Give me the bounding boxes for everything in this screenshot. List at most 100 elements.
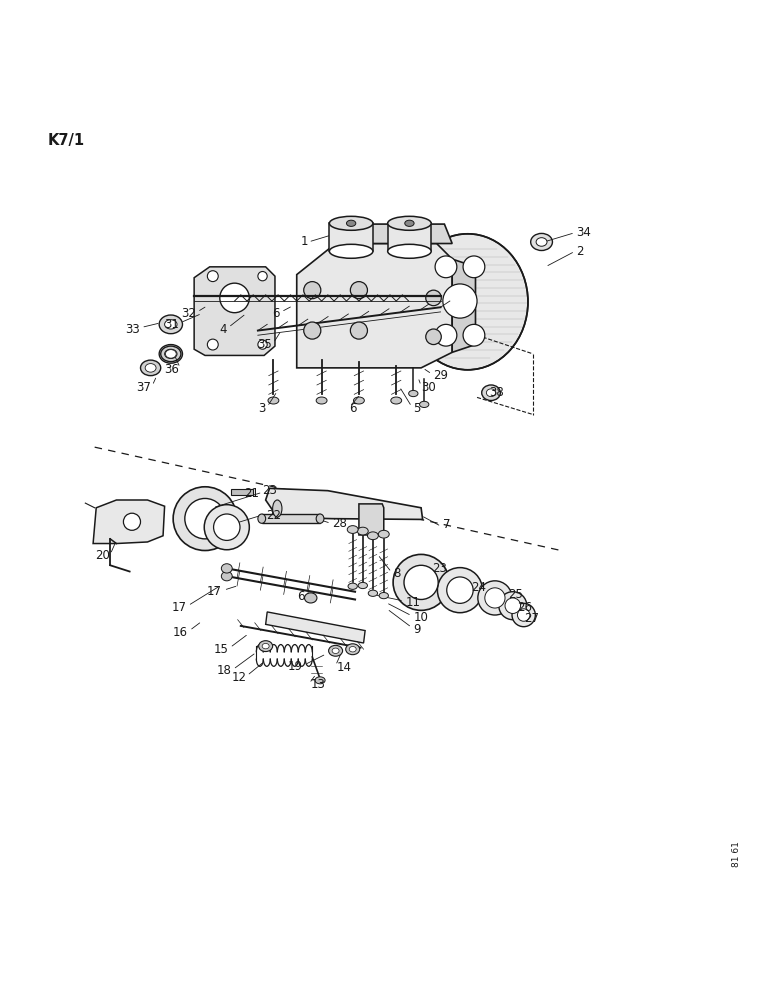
Text: 29: 29 (433, 369, 448, 382)
Ellipse shape (478, 581, 512, 615)
Text: 9: 9 (413, 623, 421, 636)
Ellipse shape (303, 282, 321, 299)
Ellipse shape (123, 513, 140, 530)
Ellipse shape (315, 677, 325, 684)
Ellipse shape (304, 593, 317, 603)
Ellipse shape (517, 609, 530, 621)
Ellipse shape (204, 505, 250, 550)
Ellipse shape (222, 564, 232, 573)
Bar (329, 223, 373, 251)
Ellipse shape (405, 220, 414, 226)
Polygon shape (452, 259, 476, 352)
Ellipse shape (358, 582, 367, 589)
Ellipse shape (207, 339, 218, 350)
Ellipse shape (165, 350, 176, 358)
Text: 24: 24 (471, 581, 486, 594)
Ellipse shape (214, 514, 240, 540)
Text: 21: 21 (244, 487, 259, 500)
Ellipse shape (329, 244, 373, 258)
Text: 15: 15 (214, 643, 229, 656)
Ellipse shape (435, 256, 457, 278)
Ellipse shape (316, 514, 324, 523)
Text: 1: 1 (301, 235, 308, 248)
Bar (232, 489, 254, 495)
Polygon shape (93, 500, 165, 544)
Polygon shape (266, 488, 423, 519)
Ellipse shape (173, 487, 237, 551)
Text: 22: 22 (266, 509, 281, 522)
Text: K7/1: K7/1 (48, 133, 85, 148)
Bar (388, 223, 431, 251)
Ellipse shape (426, 290, 441, 306)
Ellipse shape (407, 234, 528, 370)
Text: 6: 6 (297, 590, 304, 603)
Polygon shape (194, 267, 275, 355)
Text: 19: 19 (288, 660, 303, 673)
Ellipse shape (332, 648, 339, 654)
Ellipse shape (482, 385, 500, 401)
Ellipse shape (463, 256, 485, 278)
Text: 35: 35 (257, 338, 272, 351)
Ellipse shape (388, 244, 431, 258)
Ellipse shape (207, 271, 218, 282)
Ellipse shape (391, 397, 402, 404)
Ellipse shape (420, 401, 429, 408)
Ellipse shape (303, 322, 321, 339)
Text: 36: 36 (164, 363, 179, 376)
Ellipse shape (530, 233, 552, 251)
Text: 17: 17 (172, 601, 186, 614)
Ellipse shape (379, 592, 388, 599)
Ellipse shape (485, 588, 505, 608)
Ellipse shape (145, 364, 156, 372)
Ellipse shape (409, 390, 418, 397)
Ellipse shape (349, 647, 356, 652)
Text: 7: 7 (443, 518, 450, 531)
Text: 10: 10 (413, 611, 428, 624)
Ellipse shape (350, 322, 367, 339)
Text: 11: 11 (406, 596, 420, 609)
Ellipse shape (404, 565, 438, 599)
Text: 6: 6 (349, 402, 357, 415)
Ellipse shape (435, 324, 457, 346)
Ellipse shape (438, 568, 483, 613)
Ellipse shape (258, 271, 268, 281)
Text: 37: 37 (136, 381, 151, 394)
Text: 13: 13 (310, 678, 325, 691)
Ellipse shape (353, 397, 364, 404)
Text: 4: 4 (219, 323, 227, 336)
Ellipse shape (262, 643, 269, 649)
Text: 34: 34 (576, 226, 591, 239)
Ellipse shape (463, 324, 485, 346)
Text: 32: 32 (181, 307, 196, 320)
Text: 8: 8 (393, 567, 400, 580)
Text: 18: 18 (217, 664, 232, 677)
Text: 3: 3 (258, 402, 266, 415)
Text: 6: 6 (272, 307, 280, 320)
Ellipse shape (443, 284, 477, 318)
Text: 31: 31 (164, 318, 179, 331)
Text: 17: 17 (207, 585, 222, 598)
Text: 25: 25 (508, 588, 523, 601)
Ellipse shape (347, 526, 358, 533)
Text: 23: 23 (432, 562, 447, 575)
Ellipse shape (393, 554, 449, 610)
Ellipse shape (140, 360, 161, 376)
Text: 38: 38 (490, 386, 504, 399)
Ellipse shape (388, 216, 431, 230)
Text: 16: 16 (173, 626, 188, 639)
Ellipse shape (316, 397, 327, 404)
Ellipse shape (447, 577, 473, 603)
Text: 2: 2 (576, 245, 584, 258)
Polygon shape (296, 244, 452, 368)
Ellipse shape (159, 345, 183, 363)
Text: 23: 23 (263, 484, 278, 497)
Ellipse shape (346, 220, 356, 226)
Text: 26: 26 (517, 601, 533, 614)
Ellipse shape (512, 603, 535, 627)
Ellipse shape (536, 238, 547, 246)
Text: 28: 28 (332, 517, 346, 530)
Ellipse shape (220, 283, 250, 313)
Ellipse shape (185, 498, 225, 539)
Ellipse shape (426, 329, 441, 345)
Ellipse shape (346, 644, 360, 655)
